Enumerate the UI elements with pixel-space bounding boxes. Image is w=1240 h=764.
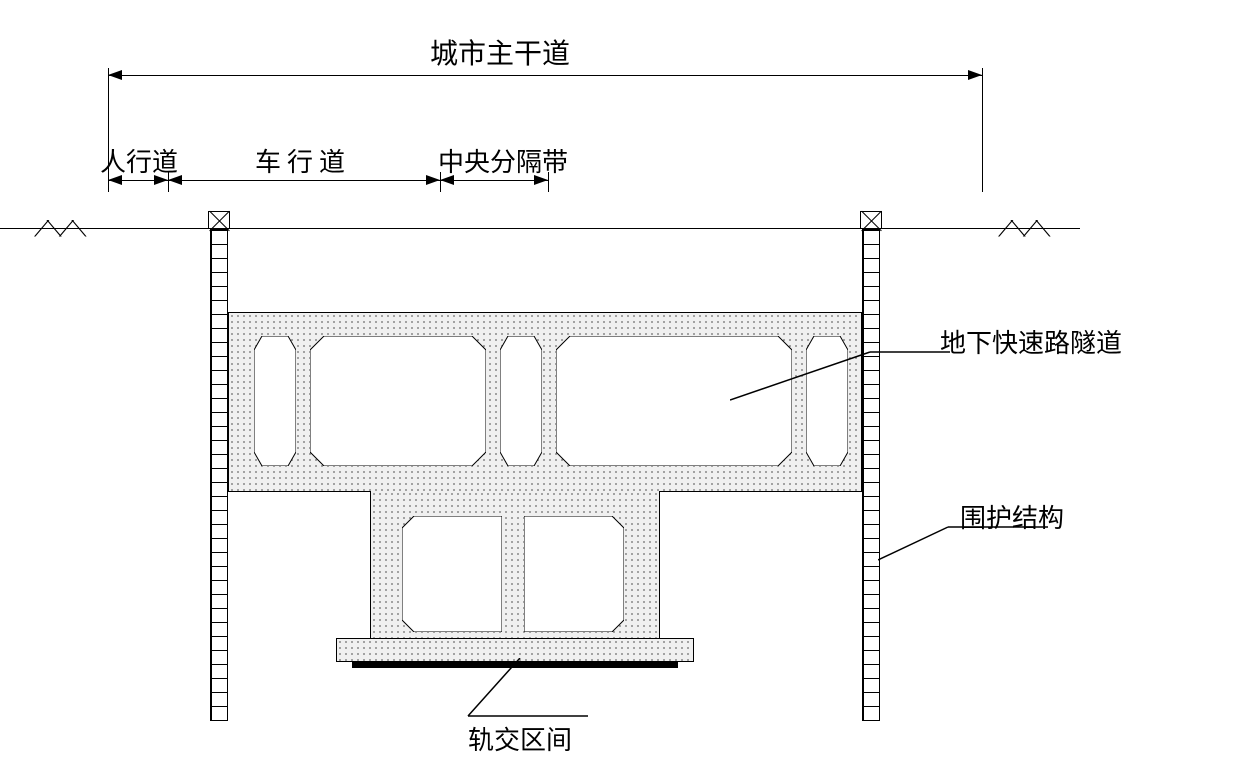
ground-line — [0, 228, 1080, 229]
label-median: 中央分隔带 — [438, 142, 568, 179]
tunnel-void — [500, 336, 542, 466]
label-rail-section: 轨交区间 — [468, 720, 572, 757]
label-enclosure: 围护结构 — [960, 498, 1064, 535]
arrow-icon — [108, 70, 122, 80]
dim-main-road-line — [108, 75, 982, 76]
label-main-road: 城市主干道 — [430, 32, 570, 72]
arrow-icon — [968, 70, 982, 80]
dim-ext — [982, 68, 983, 192]
label-sidewalk: 人行道 — [100, 142, 178, 179]
label-carriageway: 车行道 — [255, 142, 351, 179]
ground-hatch-icon: ⟋⟍⟋⟍ — [998, 216, 1048, 242]
retaining-wall-right — [862, 229, 880, 721]
label-expressway-tunnel: 地下快速路隧道 — [940, 323, 1122, 360]
tunnel-void — [310, 336, 486, 466]
leader-line — [730, 350, 960, 410]
wall-cap-icon — [860, 211, 882, 229]
rail-void — [524, 516, 624, 632]
rail-void — [402, 516, 502, 632]
leader-line — [448, 658, 608, 728]
retaining-wall-left — [210, 229, 228, 721]
ground-hatch-icon: ⟋⟍⟋⟍ — [34, 216, 84, 242]
tunnel-void — [254, 336, 296, 466]
wall-cap-icon — [208, 211, 230, 229]
